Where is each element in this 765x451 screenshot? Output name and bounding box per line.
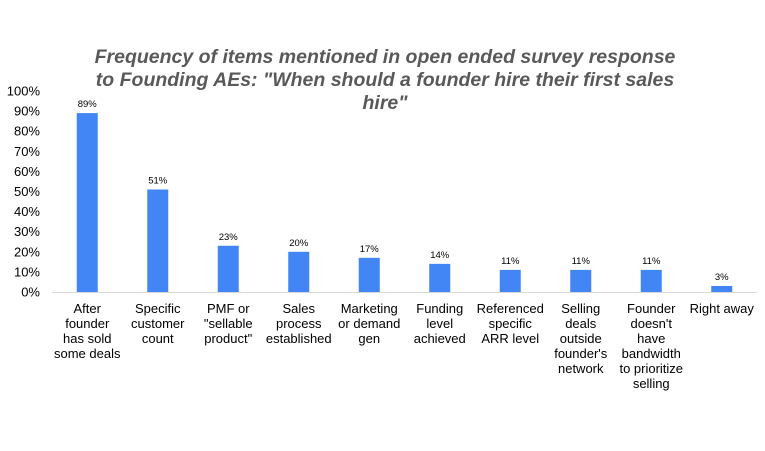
data-label: 11% — [501, 256, 520, 267]
data-label: 89% — [78, 99, 98, 110]
category-label: have — [637, 331, 665, 346]
category-label: process — [276, 316, 322, 331]
category-label: Referenced — [477, 301, 544, 316]
category-label: gen — [358, 331, 380, 346]
category-label: founder's — [554, 346, 608, 361]
y-tick-label: 90% — [14, 104, 40, 119]
chart-title-line-2: to Founding AEs: "When should a founder … — [95, 69, 675, 91]
category-label: outside — [560, 331, 602, 346]
category-label: customer — [131, 316, 185, 331]
category-label: achieved — [414, 331, 466, 346]
y-tick-label: 70% — [14, 144, 40, 159]
y-tick-label: 0% — [21, 285, 40, 300]
category-label: PMF or — [207, 301, 250, 316]
data-label: 17% — [360, 244, 380, 255]
category-label: founder — [65, 316, 110, 331]
category-label: deals — [565, 316, 597, 331]
category-label: or demand — [338, 316, 400, 331]
chart-title-line-3: hire" — [362, 92, 408, 114]
bar — [429, 263, 451, 292]
category-label: network — [558, 361, 604, 376]
category-label: Selling — [561, 301, 600, 316]
data-label: 3% — [715, 272, 729, 283]
data-label: 51% — [148, 175, 168, 186]
bar — [358, 257, 380, 292]
bar — [570, 269, 592, 292]
category-label: Marketing — [341, 301, 398, 316]
data-label: 20% — [289, 238, 309, 249]
y-tick-label: 50% — [14, 184, 40, 199]
data-label: 11% — [572, 256, 591, 267]
category-label: specific — [489, 316, 533, 331]
category-label: count — [142, 331, 174, 346]
category-label: level — [426, 316, 453, 331]
y-tick-label: 10% — [14, 264, 40, 279]
category-label: Funding — [416, 301, 463, 316]
bar — [217, 245, 239, 292]
data-label: 11% — [642, 256, 661, 267]
bar — [288, 251, 310, 292]
y-tick-label: 40% — [14, 204, 40, 219]
category-label: product" — [204, 331, 252, 346]
y-tick-label: 100% — [7, 84, 41, 99]
category-label: After — [74, 301, 102, 316]
category-label: has sold — [63, 331, 111, 346]
data-label: 14% — [430, 250, 450, 261]
y-tick-label: 30% — [14, 224, 40, 239]
y-tick-label: 60% — [14, 164, 40, 179]
category-label: to prioritize — [619, 361, 683, 376]
category-label: Founder — [627, 301, 676, 316]
data-label: 23% — [219, 232, 239, 243]
bar — [711, 285, 733, 292]
category-label: some deals — [54, 346, 121, 361]
bar — [499, 269, 521, 292]
category-label: "sellable — [204, 316, 253, 331]
bar — [640, 269, 662, 292]
category-label: ARR level — [481, 331, 539, 346]
bar — [147, 189, 169, 292]
chart-title: Frequency of items mentioned in open end… — [50, 46, 720, 115]
category-label: Sales — [282, 301, 315, 316]
category-label: bandwidth — [622, 346, 681, 361]
y-tick-label: 20% — [14, 244, 40, 259]
chart-title-line-1: Frequency of items mentioned in open end… — [94, 46, 676, 68]
y-tick-label: 80% — [14, 124, 40, 139]
bar — [76, 113, 98, 292]
category-label: Right away — [690, 301, 755, 316]
category-label: doesn't — [630, 316, 672, 331]
category-label: established — [266, 331, 332, 346]
category-label: selling — [633, 376, 670, 391]
category-label: Specific — [135, 301, 181, 316]
